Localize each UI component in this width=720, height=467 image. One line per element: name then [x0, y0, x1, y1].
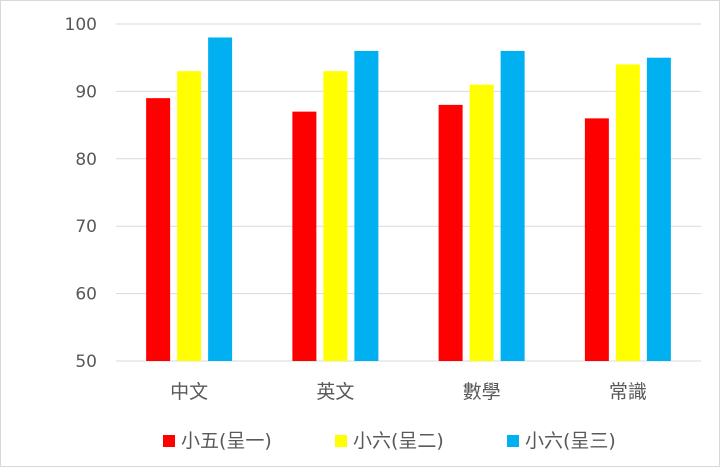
bar-英文-小五(呈一) [292, 111, 317, 362]
bar-中文-小六(呈三) [208, 37, 233, 361]
bar-常識-小六(呈三) [646, 57, 671, 361]
x-category-label: 數學 [463, 381, 501, 403]
bar-數學-小五(呈一) [438, 104, 463, 361]
x-category-label: 中文 [170, 381, 208, 403]
y-tick-label: 50 [75, 352, 97, 372]
y-tick-label: 80 [75, 150, 97, 170]
legend-swatch [507, 435, 519, 447]
bar-中文-小五(呈一) [146, 98, 171, 361]
bar-常識-小五(呈一) [584, 118, 609, 361]
x-category-label: 英文 [316, 381, 354, 403]
bars [146, 37, 671, 362]
y-axis-ticks: 50 60 70 80 90 100 [65, 15, 97, 372]
bar-英文-小六(呈三) [354, 50, 379, 362]
y-tick-label: 100 [65, 15, 97, 35]
y-tick-label: 90 [75, 82, 97, 102]
bar-數學-小六(呈二) [469, 84, 494, 361]
bar-常識-小六(呈二) [615, 64, 640, 361]
bar-數學-小六(呈三) [500, 50, 525, 362]
bar-英文-小六(呈二) [323, 71, 348, 362]
legend: 小五(呈一) 小六(呈二) 小六(呈三) [163, 430, 616, 452]
legend-label: 小五(呈一) [181, 430, 272, 452]
x-axis-labels: 中文 英文 數學 常識 [170, 381, 647, 403]
legend-swatch [335, 435, 347, 447]
legend-label: 小六(呈三) [525, 430, 616, 452]
x-category-label: 常識 [609, 381, 647, 403]
gridlines [116, 23, 701, 362]
bar-中文-小六(呈二) [177, 71, 202, 362]
legend-swatch [163, 435, 175, 447]
y-tick-label: 60 [75, 285, 97, 305]
y-tick-label: 70 [75, 217, 97, 237]
legend-label: 小六(呈二) [353, 430, 444, 452]
